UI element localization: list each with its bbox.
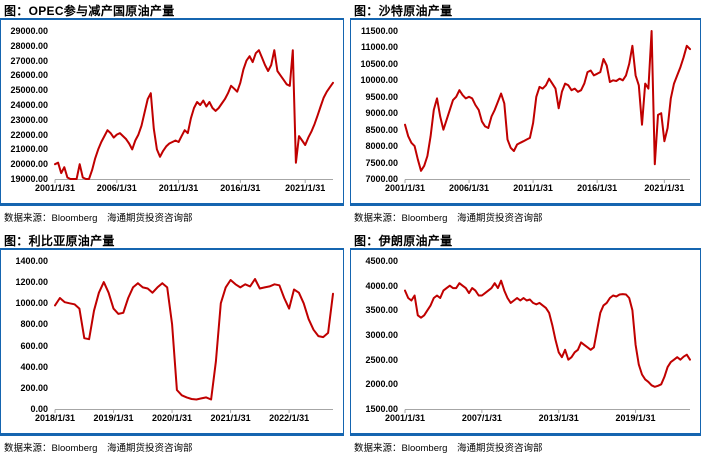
chart-panel-saudi: 图：沙特原油产量 11500.00 11000.00 10500.00 10000.0… <box>350 0 701 230</box>
title-divider <box>350 18 701 20</box>
x-tick-label: 2001/1/31 <box>34 183 76 193</box>
y-tick-label: 2000.00 <box>365 379 398 390</box>
x-tick-label: 2018/1/31 <box>34 413 76 423</box>
bottom-divider <box>350 433 701 436</box>
y-tick-label: 24000.00 <box>10 100 48 110</box>
x-tick-label: 2001/1/31 <box>384 183 426 193</box>
data-series-line <box>54 278 334 401</box>
line-plot <box>404 30 691 183</box>
y-tick-label: 1000.00 <box>15 298 48 309</box>
data-source-note: 数据来源：Bloomberg 海通期货投资咨询部 <box>354 443 543 454</box>
chart-canvas: 11500.00 11000.00 10500.00 10000.00 9500.00 9… <box>350 20 701 203</box>
title-divider <box>0 18 344 20</box>
y-tick-label: 21000.00 <box>10 144 48 155</box>
x-tick-label: 2021/1/31 <box>210 413 251 423</box>
y-tick-label: 600.00 <box>20 340 48 351</box>
data-series-line <box>404 30 691 172</box>
chart-title: 图：OPEC参与减产国原油产量 <box>4 4 175 18</box>
y-tick-label: 7000.00 <box>365 174 398 184</box>
y-tick-label: 1200.00 <box>15 277 48 288</box>
y-tick-label: 3000.00 <box>365 330 398 340</box>
y-tick-label: 10500.00 <box>360 58 398 69</box>
x-tick-label: 2011/1/31 <box>158 183 199 193</box>
data-source-note: 数据来源：Bloomberg 海通期货投资咨询部 <box>354 213 543 224</box>
y-tick-label: 26000.00 <box>10 70 48 81</box>
chart-title: 图：伊朗原油产量 <box>354 234 453 248</box>
y-tick-label: 22000.00 <box>10 129 48 140</box>
x-tick-label: 2022/1/31 <box>269 413 310 423</box>
x-tick-label: 2006/1/31 <box>96 183 137 193</box>
line-plot <box>54 49 334 183</box>
title-divider <box>0 248 344 250</box>
bottom-divider <box>0 203 344 206</box>
data-source-note: 数据来源：Bloomberg 海通期货投资咨询部 <box>4 213 193 224</box>
y-tick-label: 8500.00 <box>365 124 398 135</box>
x-tick-label: 2021/1/31 <box>644 183 685 193</box>
x-tick-label: 2007/1/31 <box>461 413 502 423</box>
y-tick-label: 9500.00 <box>365 91 398 102</box>
y-tick-label: 800.00 <box>20 319 48 330</box>
y-tick-label: 0.00 <box>30 404 48 414</box>
y-tick-label: 4000.00 <box>365 280 398 291</box>
chart-title: 图：沙特原油产量 <box>354 4 453 18</box>
line-plot <box>404 279 691 413</box>
chart-canvas: 4500.00 4000.00 3500.00 3000.00 2500.00 2000.… <box>350 250 701 433</box>
x-tick-label: 2021/1/31 <box>285 183 326 193</box>
y-tick-label: 11000.00 <box>360 42 398 53</box>
chart-panel-opec-participating: 图：OPEC参与减产国原油产量 29000.00 28000.00 27000.00… <box>0 0 344 230</box>
y-tick-label: 8000.00 <box>365 141 398 152</box>
y-tick-label: 19000.00 <box>10 174 48 184</box>
chart-panel-iran: 图：伊朗原油产量 4500.00 4000.00 3500.00 3000.00 250… <box>350 230 701 461</box>
x-tick-label: 2016/1/31 <box>577 183 618 193</box>
y-tick-label: 7500.00 <box>365 157 398 168</box>
y-tick-label: 200.00 <box>20 382 48 393</box>
y-tick-label: 9000.00 <box>365 108 398 119</box>
bottom-divider <box>350 203 701 206</box>
y-tick-label: 27000.00 <box>10 55 48 66</box>
chart-canvas: 1400.00 1200.00 1000.00 800.00 600.00 400.00 2… <box>0 250 344 433</box>
y-tick-label: 11500.00 <box>360 26 398 36</box>
x-tick-label: 2019/1/31 <box>615 413 656 423</box>
x-tick-label: 2019/1/31 <box>93 413 134 423</box>
data-series-line <box>404 279 691 388</box>
x-tick-label: 2006/1/31 <box>449 183 490 193</box>
y-tick-label: 23000.00 <box>10 114 48 125</box>
y-tick-label: 2500.00 <box>365 354 398 365</box>
y-tick-label: 20000.00 <box>10 159 48 170</box>
x-tick-label: 2016/1/31 <box>220 183 261 193</box>
y-tick-label: 3500.00 <box>365 305 398 316</box>
y-tick-label: 25000.00 <box>10 85 48 96</box>
y-tick-label: 10000.00 <box>360 75 398 86</box>
y-tick-label: 28000.00 <box>10 40 48 51</box>
y-tick-label: 400.00 <box>20 361 48 372</box>
x-tick-label: 2011/1/31 <box>513 183 553 193</box>
y-tick-label: 4500.00 <box>365 256 398 266</box>
y-tick-label: 1400.00 <box>15 256 48 266</box>
data-source-note: 数据来源：Bloomberg 海通期货投资咨询部 <box>4 443 193 454</box>
x-tick-label: 2013/1/31 <box>538 413 579 423</box>
y-tick-label: 29000.00 <box>10 26 48 36</box>
chart-panel-libya: 图：利比亚原油产量 1400.00 1200.00 1000.00 800.00 600… <box>0 230 344 461</box>
y-tick-label: 1500.00 <box>365 404 398 414</box>
chart-canvas: 29000.00 28000.00 27000.00 26000.00 25000.00… <box>0 20 344 203</box>
data-series-line <box>54 49 334 180</box>
x-tick-label: 2020/1/31 <box>152 413 193 423</box>
line-plot <box>54 278 334 413</box>
bottom-divider <box>0 433 344 436</box>
chart-title: 图：利比亚原油产量 <box>4 234 115 248</box>
title-divider <box>350 248 701 250</box>
x-tick-label: 2001/1/31 <box>384 413 426 423</box>
